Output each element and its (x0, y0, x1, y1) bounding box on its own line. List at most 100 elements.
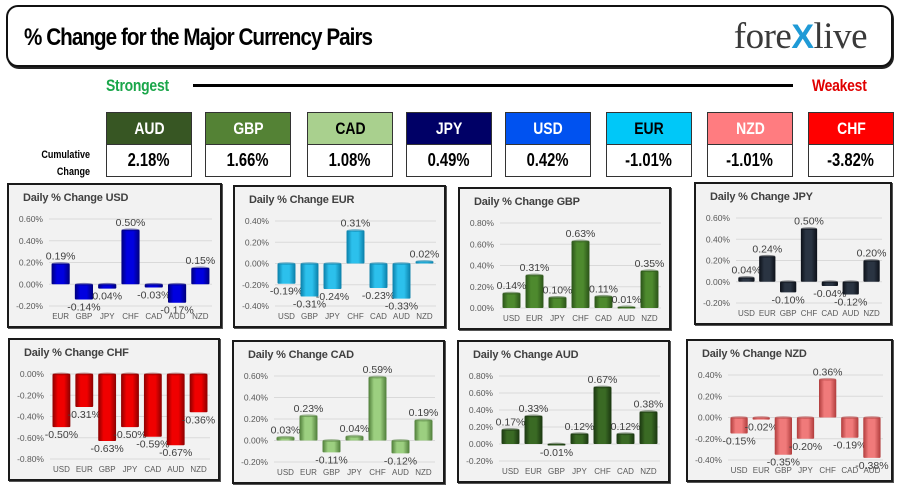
x-category-label: JPY (100, 312, 115, 321)
x-category-label: CAD (144, 465, 161, 474)
logo-x-arrow-icon: X (791, 18, 814, 56)
chart-title: Daily % Change AUD (473, 349, 579, 361)
currency-box-eur: EUR -1.01% (606, 112, 692, 177)
bar-jpy (796, 417, 815, 439)
y-tick-label: -0.40% (17, 412, 44, 422)
data-label: -0.01% (540, 447, 573, 459)
x-category-label: USD (53, 465, 70, 474)
bar-aud (166, 374, 185, 446)
data-label: 0.12% (565, 421, 595, 433)
strongest-label: Strongest (106, 76, 169, 95)
data-label: -0.38% (855, 460, 888, 472)
x-category-label: CHF (122, 312, 139, 321)
bar-jpy (323, 263, 342, 289)
currency-code: EUR (607, 113, 691, 145)
data-label: 0.33% (519, 403, 549, 415)
bar-nzd (640, 270, 659, 308)
currency-code: CHF (809, 113, 893, 145)
cumulative-change-text: 1.66% (227, 150, 269, 170)
bar-cad (616, 433, 635, 444)
cumulative-change-text: 1.08% (329, 150, 371, 170)
x-category-label: AUD (169, 312, 186, 321)
x-category-label: EUR (753, 466, 770, 475)
chart-title: Daily % Change JPY (710, 191, 813, 203)
currency-box-usd: USD 0.42% (505, 112, 591, 177)
x-category-label: NZD (641, 314, 658, 323)
x-category-label: CHF (594, 467, 611, 476)
data-label: 0.24% (752, 243, 782, 255)
bar-cad (143, 374, 162, 437)
x-category-label: USD (731, 466, 748, 475)
bar-gbp (74, 284, 94, 300)
bar-chart: 0.60% 0.40% 0.20% 0.00% -0.20% 0.19% EUR-0.14%… (16, 214, 215, 321)
x-category-label: AUD (842, 309, 859, 318)
chart-aud: Daily % Change AUD 0.80% 0.60% 0.40% 0.20% 0.… (457, 340, 670, 483)
y-tick-label: 0.00% (470, 303, 495, 313)
x-category-label: GBP (548, 467, 565, 476)
x-category-label: NZD (415, 468, 432, 477)
currency-box-jpy: JPY 0.49% (406, 112, 492, 177)
bar-gbp (774, 417, 792, 455)
y-tick-label: -0.20% (703, 298, 730, 308)
y-tick-label: 0.40% (244, 393, 269, 403)
bar-eur (75, 374, 94, 407)
data-label: -0.12% (834, 297, 867, 309)
bar-chf (346, 230, 365, 264)
x-category-label: CHF (572, 314, 589, 323)
data-label: -0.15% (722, 435, 755, 447)
data-label: 0.10% (543, 284, 573, 296)
bar-cad (594, 296, 613, 308)
bar-chart: 0.40% 0.20% 0.00% -0.20% -0.40%-0.19% USD -0.3… (242, 216, 439, 321)
y-tick-label: -0.20% (695, 434, 722, 444)
data-label: 0.63% (566, 228, 596, 240)
data-label: 0.04% (92, 291, 122, 303)
data-label: -0.20% (789, 441, 822, 453)
data-label: -0.17% (160, 305, 193, 317)
y-tick-label: 0.20% (470, 282, 495, 292)
x-category-label: JPY (123, 465, 138, 474)
currency-code-text: EUR (634, 118, 664, 138)
currency-box-nzd: NZD -1.01% (707, 112, 793, 177)
x-category-label: USD (738, 309, 755, 318)
data-label: 0.31% (341, 218, 371, 230)
data-label: -0.36% (182, 414, 215, 426)
y-tick-label: 0.20% (706, 256, 731, 266)
y-tick-label: 0.40% (469, 405, 494, 415)
bar-usd (730, 417, 748, 434)
cumulative-change-value: -3.82% (809, 145, 893, 176)
data-label: 0.11% (589, 283, 618, 295)
chart-title: Daily % Change USD (23, 192, 129, 204)
chart-title: Daily % Change GBP (474, 196, 580, 208)
bar-usd (502, 293, 521, 308)
y-tick-label: 0.00% (245, 259, 270, 269)
cumulative-label-line1: Cumulative (41, 149, 90, 161)
chart-title: Daily % Change CHF (24, 347, 129, 359)
data-label: 0.01% (612, 294, 642, 306)
data-label: 0.19% (46, 251, 76, 263)
data-label: 0.36% (813, 366, 843, 378)
data-label: 0.15% (185, 255, 215, 267)
data-label: 0.12% (611, 421, 641, 433)
x-category-label: NZD (192, 312, 209, 321)
data-label: -0.19% (833, 440, 866, 452)
data-label: 0.17% (496, 417, 526, 429)
x-category-label: EUR (759, 309, 776, 318)
bar-usd (277, 263, 296, 284)
data-label: 0.20% (857, 248, 887, 260)
bar-chf (819, 379, 837, 418)
bar-eur (299, 415, 318, 441)
currency-code-text: CHF (836, 118, 866, 138)
currency-code-text: GBP (232, 118, 264, 138)
currency-box-aud: AUD 2.18% (106, 112, 192, 177)
x-category-label: JPY (325, 312, 340, 321)
y-tick-label: -0.20% (242, 280, 269, 290)
cumulative-change-value: 0.42% (506, 145, 590, 176)
y-tick-label: 0.60% (706, 213, 731, 223)
data-label: -0.31% (68, 409, 101, 421)
x-category-label: CHF (819, 466, 836, 475)
bar-nzd (639, 411, 658, 444)
y-tick-label: 0.20% (469, 422, 494, 432)
currency-code-text: JPY (435, 118, 463, 138)
data-label: -0.02% (745, 422, 778, 434)
x-category-label: NZD (416, 312, 433, 321)
